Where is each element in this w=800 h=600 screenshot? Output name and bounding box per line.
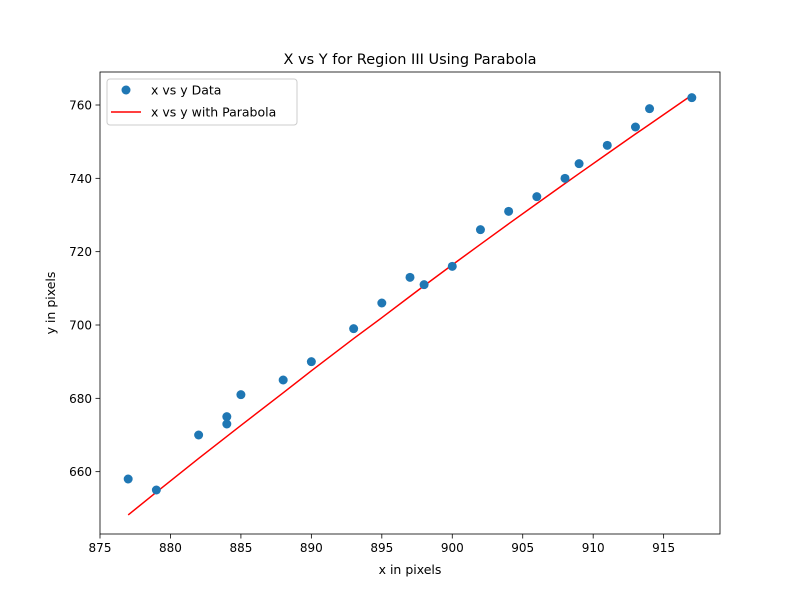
data-point — [222, 412, 232, 422]
data-point — [236, 390, 246, 400]
data-point — [532, 192, 542, 202]
x-tick-label: 880 — [159, 541, 182, 555]
data-point — [349, 324, 359, 334]
data-point — [278, 375, 288, 385]
x-axis-label: x in pixels — [379, 562, 442, 577]
legend-label-parabola: x vs y with Parabola — [151, 105, 276, 120]
axes-frame — [99, 71, 721, 535]
x-tick-label: 915 — [652, 541, 675, 555]
legend-box — [106, 78, 298, 126]
x-tick-label: 900 — [441, 541, 464, 555]
chart-title: X vs Y for Region III Using Parabola — [284, 52, 537, 68]
x-tick-label: 910 — [582, 541, 605, 555]
data-point — [504, 206, 514, 216]
legend-marker-data — [121, 85, 131, 95]
y-tick-label: 720 — [69, 245, 92, 259]
y-tick-label: 740 — [69, 172, 92, 186]
data-point — [194, 430, 204, 440]
data-point — [151, 485, 161, 495]
data-point — [687, 93, 697, 103]
data-point — [602, 140, 612, 150]
data-point — [560, 173, 570, 183]
x-tick-label: 875 — [89, 541, 112, 555]
data-point — [574, 159, 584, 169]
data-point — [222, 419, 232, 429]
y-tick-label: 760 — [69, 99, 92, 113]
data-point — [306, 357, 316, 367]
y-tick-label: 680 — [69, 392, 92, 406]
data-point — [123, 474, 133, 484]
data-point — [645, 104, 655, 114]
data-point — [630, 122, 640, 132]
data-point — [405, 272, 415, 282]
y-tick-label: 660 — [69, 465, 92, 479]
data-point — [475, 225, 485, 235]
x-tick-label: 895 — [370, 541, 393, 555]
y-tick-label: 700 — [69, 319, 92, 333]
x-tick-label: 905 — [511, 541, 534, 555]
x-tick-label: 890 — [300, 541, 323, 555]
data-point — [377, 298, 387, 308]
data-point — [447, 261, 457, 271]
x-tick-label: 885 — [229, 541, 252, 555]
y-axis-label: y in pixels — [43, 272, 58, 335]
legend-label-data: x vs y Data — [151, 83, 221, 98]
data-point — [419, 280, 429, 290]
legend: x vs y Data x vs y with Parabola — [106, 78, 298, 126]
plot-area: 875 880 885 890 895 900 905 910 915 660 680 700 720 7… — [69, 71, 721, 555]
